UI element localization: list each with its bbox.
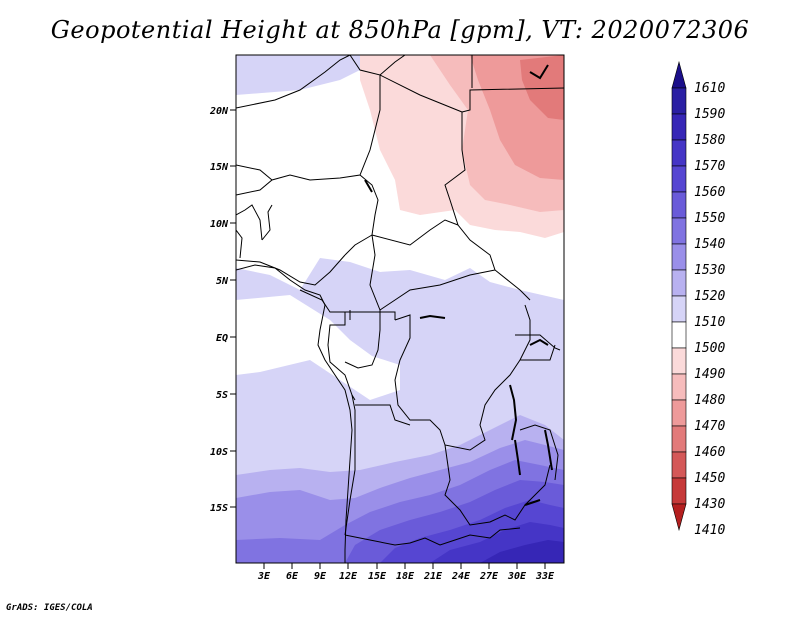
colorbar-label: 1500: [694, 341, 725, 356]
colorbar-label: 1570: [694, 159, 725, 174]
colorbar-label: 1470: [694, 419, 725, 434]
colorbar-label: 1520: [694, 289, 725, 304]
colorbar-label: 1540: [694, 237, 725, 252]
lon-label-18e: 18E: [396, 571, 415, 582]
colorbar-label: 1560: [694, 185, 725, 200]
country-borders: [236, 55, 564, 546]
lon-label-15e: 15E: [368, 571, 387, 582]
colorbar-swatch: [671, 243, 687, 271]
lat-label-20n: 20N: [209, 106, 229, 117]
colorbar-swatch: [671, 477, 687, 505]
colorbar-swatch: [671, 295, 687, 323]
lon-label-6e: 6E: [286, 571, 299, 582]
colorbar-label: 1480: [694, 393, 725, 408]
colorbar-swatch: [671, 373, 687, 401]
lon-label-24e: 24E: [451, 571, 471, 582]
colorbar-label: 1450: [694, 471, 725, 486]
lakes: [364, 64, 553, 506]
colorbar-label: 1610: [694, 81, 725, 96]
colorbar-arrow-top: [671, 60, 687, 89]
lon-axis: 3E 6E 9E 12E 15E 18E 21E 24E 27E 30E 33E: [257, 563, 555, 582]
colorbar-swatch: [671, 139, 687, 167]
lat-axis: 20N 15N 10N 5N EQ 5S 10S 15S: [209, 106, 236, 514]
chart-title: Geopotential Height at 850hPa [gpm], VT:…: [50, 16, 750, 44]
colorbar-label: 1580: [694, 133, 725, 148]
colorbar-swatch: [671, 269, 687, 297]
lon-label-33e: 33E: [535, 571, 555, 582]
colorbar-label: 1430: [694, 497, 725, 512]
colorbar: 1610 1590 1580 1570 1560 1550 1540 1530 1520 1510…: [671, 60, 725, 538]
field-1470: [520, 55, 564, 120]
colorbar-swatch: [671, 347, 687, 375]
colorbar-swatch: [671, 191, 687, 219]
colorbar-label: 1460: [694, 445, 725, 460]
lon-label-12e: 12E: [339, 571, 358, 582]
colorbar-swatch: [671, 217, 687, 245]
colorbar-swatch: [671, 87, 687, 115]
coastline: [236, 264, 353, 563]
colorbar-swatch: [671, 165, 687, 193]
lat-label-5n: 5N: [216, 276, 229, 287]
colorbar-swatch: [671, 113, 687, 141]
colorbar-swatch: [671, 425, 687, 453]
colorbar-swatch: [671, 399, 687, 427]
lat-label-15s: 15S: [210, 503, 228, 514]
colorbar-label: 1550: [694, 211, 725, 226]
colorbar-label: 1590: [694, 107, 725, 122]
colorbar-label: 1490: [694, 367, 725, 382]
lat-label-eq: EQ: [216, 333, 228, 344]
height-field: [236, 55, 564, 563]
colorbar-label: 1530: [694, 263, 725, 278]
lat-label-5s: 5S: [216, 390, 228, 401]
lat-label-15n: 15N: [210, 162, 229, 173]
lon-label-30e: 30E: [507, 571, 527, 582]
colorbar-arrow-bottom: [671, 503, 687, 532]
colorbar-swatch: [671, 321, 687, 349]
colorbar-label: 1510: [694, 315, 725, 330]
credit-text: GrADS: IGES/COLA: [6, 603, 93, 613]
lon-label-21e: 21E: [423, 571, 443, 582]
lon-label-9e: 9E: [314, 571, 327, 582]
map-frame: [235, 54, 565, 564]
lon-label-3e: 3E: [257, 571, 271, 582]
lat-label-10s: 10S: [210, 447, 228, 458]
colorbar-swatch: [671, 451, 687, 479]
field-1590: [480, 540, 564, 563]
lon-label-27e: 27E: [479, 571, 499, 582]
colorbar-label: 1410: [694, 523, 725, 538]
lat-label-10n: 10N: [210, 219, 229, 230]
